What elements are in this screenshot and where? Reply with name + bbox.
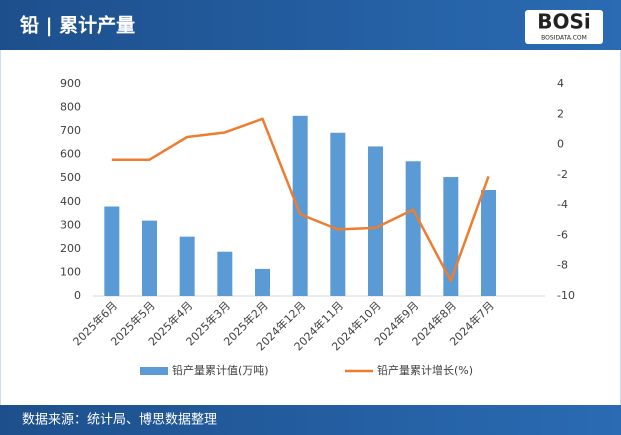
y2-tick-label: -2 [557,168,568,181]
source: 数据来源：统计局、博思数据整理 [22,413,217,428]
y2-tick-label: -8 [557,259,568,272]
bar [255,268,270,296]
y-tick-label: 0 [74,289,81,302]
logo-box [525,10,603,44]
y2-tick-label: -4 [557,198,568,211]
logo-sub: BOSIDATA.COM [541,35,587,42]
y2-tick-label: 4 [557,77,564,90]
y2-tick-label: 2 [557,107,564,120]
y-tick-label: 900 [60,77,81,90]
y-tick-label: 600 [60,148,81,161]
bar [292,115,308,296]
y2-tick-label: -10 [557,289,575,302]
bar [142,220,157,296]
bar [368,146,383,296]
bar [481,190,496,296]
footer-bar [0,405,621,435]
y-tick-label: 200 [60,242,81,255]
y-tick-label: 700 [60,124,81,137]
bar [217,251,233,296]
bar [330,132,346,296]
line [111,117,490,283]
logo: BOSi [537,10,591,34]
bar [104,206,120,296]
chart-title: 铅 | 累计产量 [20,14,135,37]
bar [443,177,459,296]
y2-tick-label: -6 [557,228,568,241]
y2-tick-label: 0 [557,138,564,151]
bar [179,236,195,296]
legend-label: 铅产量累计增长(%) [377,363,473,377]
legend-swatch [140,367,168,375]
legend-label: 铅产量累计值(万吨) [172,363,269,377]
y-tick-label: 500 [60,171,81,184]
y-tick-label: 800 [60,101,81,114]
bar [405,161,421,296]
y-tick-label: 400 [60,195,81,208]
header-bar [0,0,621,50]
y-tick-label: 100 [60,265,81,278]
y-tick-label: 300 [60,218,81,231]
